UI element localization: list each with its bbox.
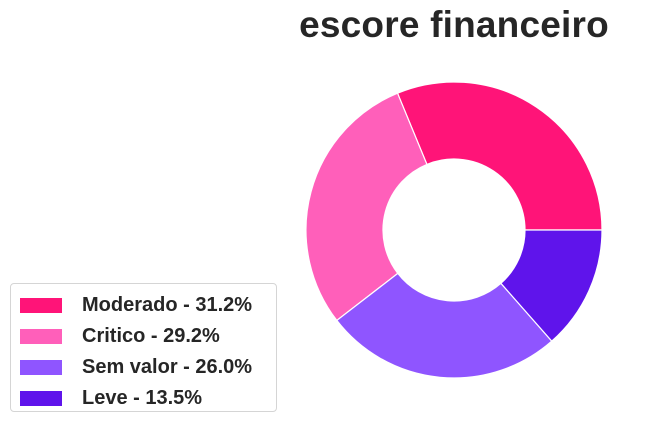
chart-legend: Moderado - 31.2% Critico - 29.2% Sem val… [10, 283, 277, 412]
legend-swatch-sem-valor [20, 360, 62, 375]
legend-entry-moderado: Moderado - 31.2% [20, 290, 276, 321]
legend-entry-critico: Critico - 29.2% [20, 321, 276, 352]
legend-swatch-leve [20, 391, 62, 406]
donut-slice-moderado [396, 81, 603, 231]
legend-entry-sem-valor: Sem valor - 26.0% [20, 352, 276, 383]
legend-swatch-critico [20, 329, 62, 344]
legend-label-leve: Leve - 13.5% [82, 387, 203, 409]
donut-slices [305, 81, 603, 379]
legend-swatch-moderado [20, 298, 62, 313]
legend-label-critico: Critico - 29.2% [82, 325, 220, 347]
chart-title: escore financeiro [299, 4, 609, 45]
donut-slice-critico [305, 92, 428, 322]
legend-label-moderado: Moderado - 31.2% [82, 294, 253, 316]
legend-entry-leve: Leve - 13.5% [20, 383, 276, 414]
donut-slice-sem-valor [335, 272, 553, 379]
donut-slice-leve [500, 229, 603, 342]
legend-label-sem-valor: Sem valor - 26.0% [82, 356, 253, 378]
